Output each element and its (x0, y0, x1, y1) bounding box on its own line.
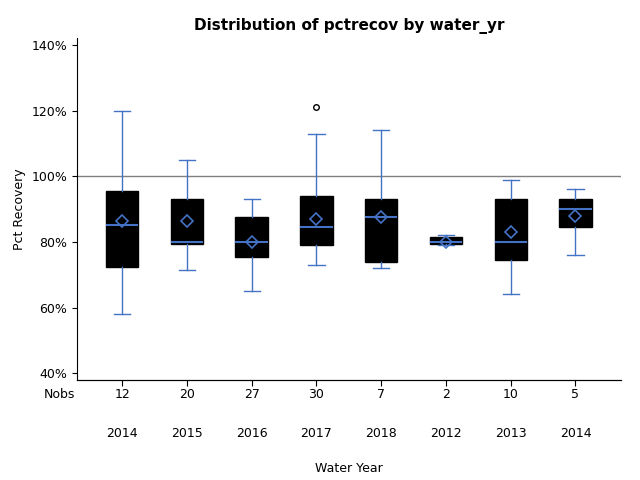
PathPatch shape (559, 199, 591, 227)
PathPatch shape (106, 191, 138, 266)
Text: 2016: 2016 (236, 427, 268, 440)
Text: 2014: 2014 (106, 427, 138, 440)
Text: 7: 7 (377, 388, 385, 401)
Text: 2014: 2014 (559, 427, 591, 440)
Text: Water Year: Water Year (315, 462, 383, 475)
Text: 20: 20 (179, 388, 195, 401)
Text: 2013: 2013 (495, 427, 527, 440)
PathPatch shape (171, 199, 203, 243)
PathPatch shape (300, 196, 333, 245)
Text: 2017: 2017 (301, 427, 332, 440)
Y-axis label: Pct Recovery: Pct Recovery (13, 168, 26, 250)
Text: 12: 12 (115, 388, 130, 401)
Text: 2018: 2018 (365, 427, 397, 440)
PathPatch shape (236, 217, 268, 257)
Text: 2015: 2015 (171, 427, 203, 440)
Text: 30: 30 (308, 388, 324, 401)
Text: 10: 10 (503, 388, 518, 401)
PathPatch shape (429, 237, 462, 243)
PathPatch shape (365, 199, 397, 262)
PathPatch shape (495, 199, 527, 260)
Text: 2: 2 (442, 388, 450, 401)
Text: 5: 5 (572, 388, 579, 401)
Text: Nobs: Nobs (44, 388, 76, 401)
Title: Distribution of pctrecov by water_yr: Distribution of pctrecov by water_yr (193, 18, 504, 34)
Text: 27: 27 (244, 388, 260, 401)
Text: 2012: 2012 (430, 427, 461, 440)
